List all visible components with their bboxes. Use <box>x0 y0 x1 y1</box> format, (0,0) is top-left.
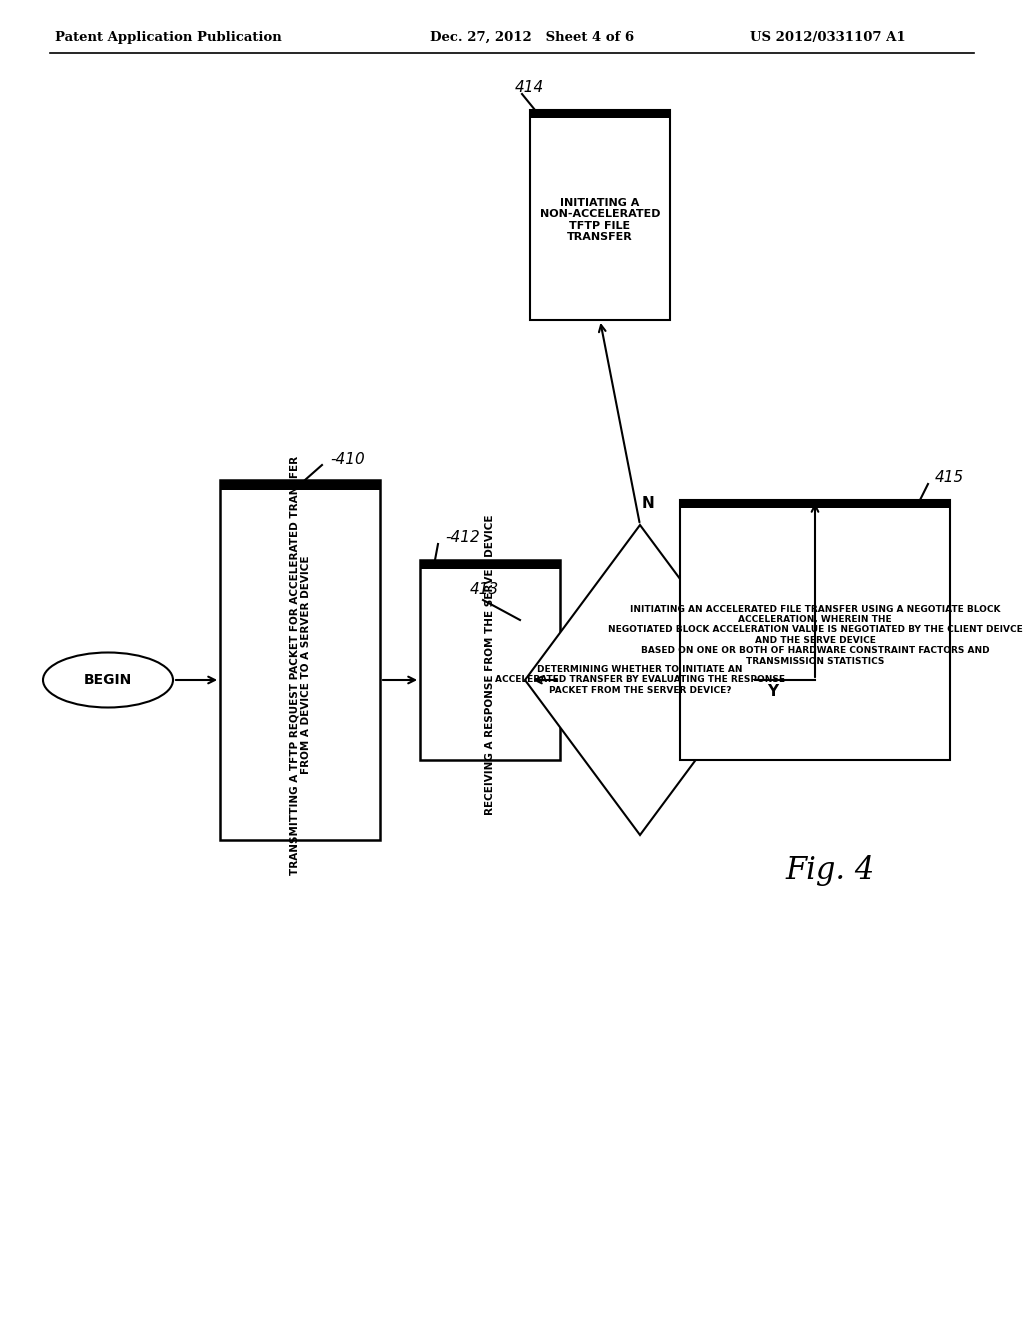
Text: US 2012/0331107 A1: US 2012/0331107 A1 <box>750 30 905 44</box>
Text: N: N <box>642 496 654 511</box>
Text: 414: 414 <box>515 81 544 95</box>
Text: DETERMINING WHETHER TO INITIATE AN
ACCELERATED TRANSFER BY EVALUATING THE RESPON: DETERMINING WHETHER TO INITIATE AN ACCEL… <box>495 665 785 694</box>
Text: TRANSMITTING A TFTP REQUEST PACKET FOR ACCELERATED TRANSFER
FROM A DEVICE TO A S: TRANSMITTING A TFTP REQUEST PACKET FOR A… <box>289 455 311 875</box>
Text: Fig. 4: Fig. 4 <box>785 854 874 886</box>
Text: RECEIVING A RESPONSE FROM THE SERVER DEVICE: RECEIVING A RESPONSE FROM THE SERVER DEV… <box>485 515 495 816</box>
Text: BEGIN: BEGIN <box>84 673 132 686</box>
Bar <box>530 110 670 117</box>
Text: INITIATING AN ACCELERATED FILE TRANSFER USING A NEGOTIATE BLOCK ACCELERATION, WH: INITIATING AN ACCELERATED FILE TRANSFER … <box>607 605 1022 665</box>
Bar <box>530 110 670 319</box>
Bar <box>680 500 950 508</box>
Bar <box>420 560 560 760</box>
Text: Patent Application Publication: Patent Application Publication <box>55 30 282 44</box>
Text: -410: -410 <box>330 453 365 467</box>
Ellipse shape <box>43 652 173 708</box>
Bar <box>680 500 950 760</box>
Text: -412: -412 <box>445 531 480 545</box>
Text: INITIATING A
NON-ACCELERATED
TFTP FILE
TRANSFER: INITIATING A NON-ACCELERATED TFTP FILE T… <box>540 198 660 243</box>
Text: Y: Y <box>767 685 778 700</box>
Bar <box>220 480 380 490</box>
Bar <box>420 560 560 569</box>
Bar <box>220 480 380 840</box>
Text: Dec. 27, 2012   Sheet 4 of 6: Dec. 27, 2012 Sheet 4 of 6 <box>430 30 634 44</box>
Polygon shape <box>525 525 755 836</box>
Text: 415: 415 <box>935 470 965 486</box>
Text: 413: 413 <box>470 582 500 598</box>
